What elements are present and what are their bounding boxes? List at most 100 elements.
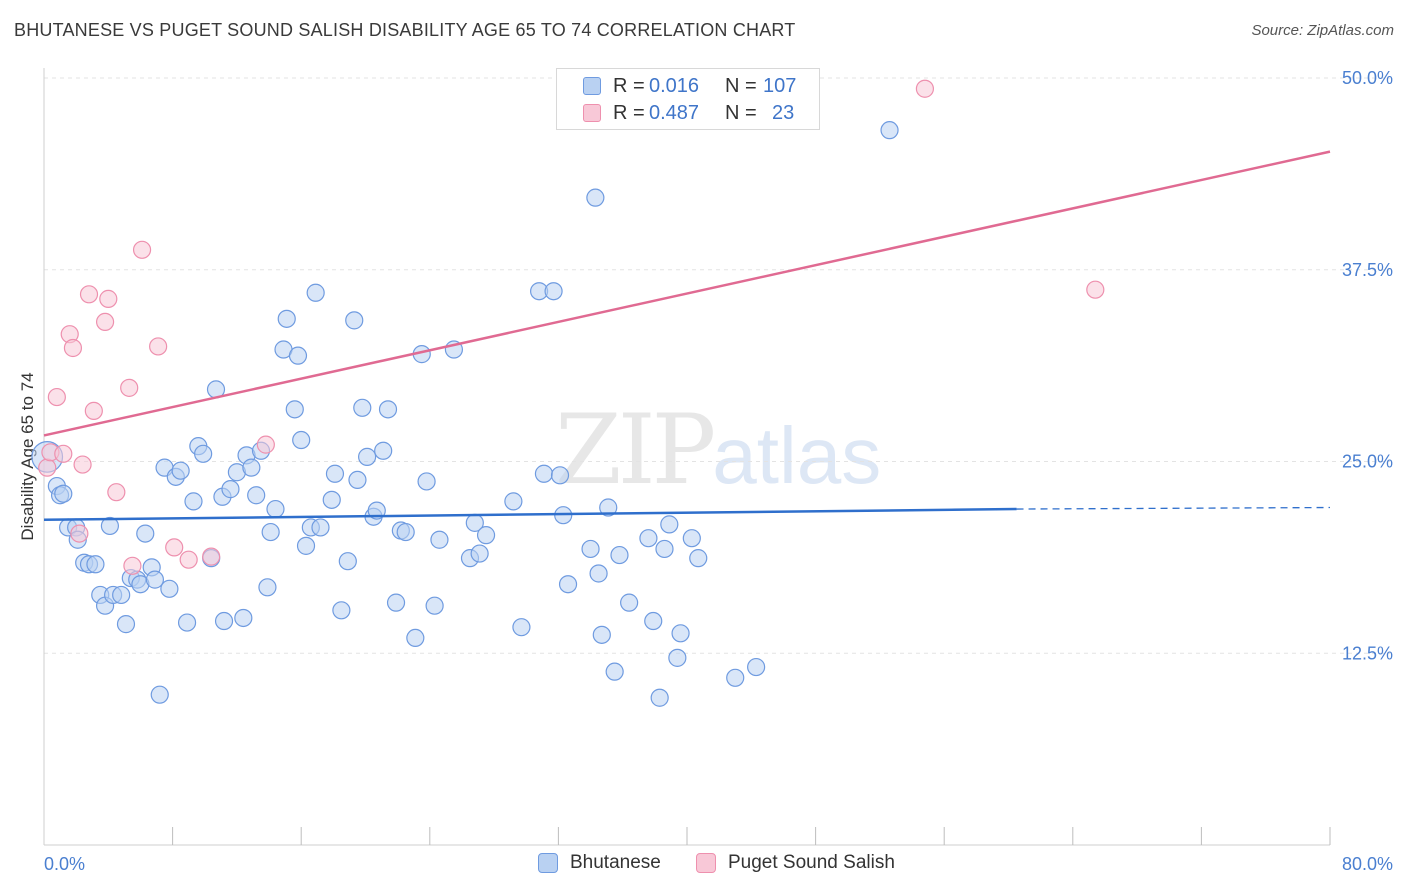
- data-point-puget-sound-salish: [107, 483, 126, 502]
- data-point-bhutanese: [112, 585, 131, 605]
- data-point-bhutanese: [689, 549, 708, 568]
- data-point-puget-sound-salish: [54, 444, 73, 463]
- data-point-bhutanese: [306, 283, 325, 302]
- data-point-bhutanese: [214, 611, 234, 631]
- legend-n-value-bhutanese: 107: [763, 75, 797, 97]
- data-point-puget-sound-salish: [73, 455, 92, 474]
- x-tick-label: 80.0%: [1342, 854, 1393, 874]
- data-point-bhutanese: [285, 400, 304, 419]
- legend-swatch-puget-sound-salish: [583, 104, 601, 122]
- data-point-puget-sound-salish: [95, 312, 115, 332]
- data-point-bhutanese: [430, 530, 449, 549]
- bottom-legend-swatch-bhutanese: [538, 853, 558, 873]
- data-point-puget-sound-salish: [915, 79, 935, 98]
- data-point-puget-sound-salish: [120, 378, 139, 397]
- data-point-puget-sound-salish: [256, 435, 275, 454]
- data-point-puget-sound-salish: [79, 285, 99, 304]
- data-point-bhutanese: [747, 657, 766, 677]
- data-point-bhutanese: [348, 470, 367, 490]
- data-point-bhutanese: [550, 466, 570, 485]
- data-point-bhutanese: [610, 545, 629, 565]
- data-point-puget-sound-salish: [1086, 280, 1105, 299]
- watermark-zip: ZIP: [555, 394, 716, 506]
- data-point-bhutanese: [86, 555, 105, 574]
- legend-n-label: N =: [725, 102, 757, 124]
- data-point-puget-sound-salish: [123, 556, 142, 575]
- data-point-bhutanese: [620, 593, 639, 612]
- data-point-bhutanese: [184, 492, 203, 511]
- data-point-bhutanese: [639, 529, 658, 548]
- data-point-bhutanese: [655, 539, 674, 559]
- data-point-puget-sound-salish: [165, 538, 184, 557]
- data-point-bhutanese: [338, 552, 357, 571]
- legend-swatch-bhutanese: [583, 77, 601, 95]
- data-point-bhutanese: [378, 400, 398, 419]
- data-point-bhutanese: [668, 648, 687, 667]
- data-point-bhutanese: [605, 662, 624, 681]
- data-point-bhutanese: [374, 441, 393, 460]
- data-point-bhutanese: [358, 447, 377, 466]
- data-point-bhutanese: [671, 624, 690, 643]
- data-point-bhutanese: [145, 570, 165, 589]
- watermark: ZIPatlas: [555, 400, 881, 506]
- data-point-bhutanese: [266, 499, 285, 519]
- data-point-bhutanese: [512, 618, 531, 637]
- data-point-puget-sound-salish: [149, 337, 168, 356]
- data-point-bhutanese: [425, 596, 444, 615]
- watermark-atlas: atlas: [712, 411, 882, 500]
- chart-title: BHUTANESE VS PUGET SOUND SALISH DISABILI…: [14, 20, 796, 40]
- data-point-bhutanese: [258, 578, 277, 597]
- data-point-bhutanese: [136, 524, 155, 543]
- data-point-bhutanese: [160, 579, 179, 598]
- data-point-bhutanese: [242, 458, 261, 477]
- trend-line-bhutanese: [43, 507, 1017, 522]
- data-point-bhutanese: [353, 398, 372, 417]
- trend-line-puget-sound-salish: [43, 150, 1331, 437]
- data-point-bhutanese: [177, 613, 197, 632]
- data-point-bhutanese: [534, 464, 554, 483]
- stats-legend: R = 0.016 N = 107 R = 0.487 N = 23: [556, 68, 820, 130]
- data-point-bhutanese: [311, 518, 330, 537]
- y-tick-label: 12.5%: [1342, 643, 1393, 663]
- data-point-bhutanese: [544, 282, 563, 301]
- data-point-bhutanese: [726, 668, 745, 687]
- data-point-bhutanese: [660, 515, 679, 534]
- data-point-puget-sound-salish: [38, 458, 57, 477]
- data-point-bhutanese: [261, 522, 280, 542]
- bottom-legend-label-bhutanese: Bhutanese: [570, 852, 661, 873]
- data-point-bhutanese: [54, 484, 73, 503]
- y-tick-label: 25.0%: [1342, 452, 1393, 472]
- trend-line-extension-bhutanese: [1016, 506, 1331, 510]
- bottom-legend-label-puget-sound-salish: Puget Sound Salish: [728, 852, 895, 873]
- data-point-bhutanese: [476, 526, 496, 545]
- data-point-bhutanese: [234, 608, 253, 628]
- x-tick-label: 0.0%: [44, 854, 85, 874]
- data-point-bhutanese: [599, 498, 618, 517]
- data-point-bhutanese: [345, 311, 364, 330]
- legend-n-label: N =: [725, 75, 757, 97]
- legend-r-value-puget-sound-salish: 0.487: [649, 102, 700, 124]
- data-point-bhutanese: [682, 529, 701, 548]
- data-point-bhutanese: [650, 688, 669, 707]
- bottom-legend-swatch-puget-sound-salish: [696, 853, 716, 873]
- data-point-puget-sound-salish: [70, 524, 89, 543]
- data-point-bhutanese: [292, 430, 311, 450]
- data-point-bhutanese: [504, 492, 523, 511]
- data-point-bhutanese: [558, 575, 578, 594]
- data-point-bhutanese: [470, 544, 489, 563]
- data-point-bhutanese: [296, 536, 316, 555]
- y-tick-label: 50.0%: [1342, 68, 1393, 88]
- legend-r-label: R =: [613, 102, 645, 124]
- legend-r-value-bhutanese: 0.016: [649, 75, 700, 97]
- data-point-puget-sound-salish: [202, 547, 221, 566]
- data-point-puget-sound-salish: [99, 289, 118, 308]
- data-point-bhutanese: [644, 611, 663, 631]
- legend-n-value-puget-sound-salish: 23: [772, 102, 795, 124]
- data-point-bhutanese: [417, 472, 436, 491]
- data-point-puget-sound-salish: [47, 387, 66, 407]
- source-credit: Source: ZipAtlas.com: [1251, 22, 1394, 39]
- data-point-bhutanese: [581, 539, 600, 559]
- data-point-puget-sound-salish: [132, 240, 152, 259]
- data-point-puget-sound-salish: [179, 550, 198, 569]
